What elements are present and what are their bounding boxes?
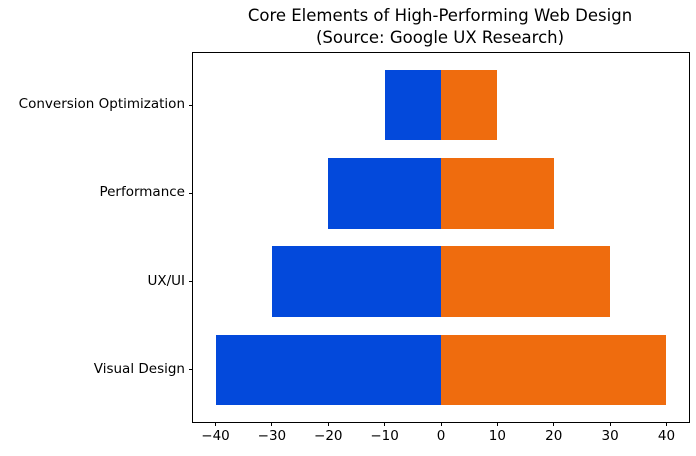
x-tick-label: −20 [314,428,343,444]
x-tick-label: −40 [201,428,230,444]
bar-segment-left [271,246,441,317]
x-tick-label: −10 [370,428,399,444]
y-tick-mark [189,192,193,194]
bar-segment-left [215,334,441,406]
y-tick-mark [189,369,193,371]
x-tick-mark [609,422,611,426]
y-tick-mark [189,104,193,106]
y-tick-mark [189,281,193,283]
x-tick-label: −30 [257,428,287,444]
plot-area: −40 −30 −20 −10 0 10 20 30 40 [189,52,690,444]
y-axis-label: Performance [99,184,185,201]
x-tick-label: 20 [545,428,563,444]
chart-title-line1: Core Elements of High-Performing Web Des… [247,6,633,25]
y-axis-label: UX/UI [147,272,185,289]
x-tick-mark [496,422,498,426]
bar-segment-right [441,334,667,406]
x-tick-mark [440,422,442,426]
y-axis-label: Conversion Optimization [18,96,185,113]
x-tick-mark [665,422,667,426]
chart-title-line2: (Source: Google UX Research) [315,28,565,47]
bar-segment-left [384,69,441,141]
x-tick-label: 30 [601,428,619,444]
chart-title: Core Elements of High-Performing Web Des… [192,5,688,49]
x-tick-mark [327,422,329,426]
bar-segment-left [328,158,441,229]
x-tick-mark [384,422,386,426]
x-tick-mark [553,422,555,426]
x-tick-mark [271,422,273,426]
bar-segment-right [441,69,498,141]
x-tick-label: 10 [488,428,506,444]
x-tick-label: 0 [436,428,446,444]
x-tick-mark [215,422,217,426]
bar-segment-right [441,246,611,317]
bar-segment-right [441,158,554,229]
x-tick-label: 40 [657,428,676,444]
y-axis-label: Visual Design [93,360,185,377]
